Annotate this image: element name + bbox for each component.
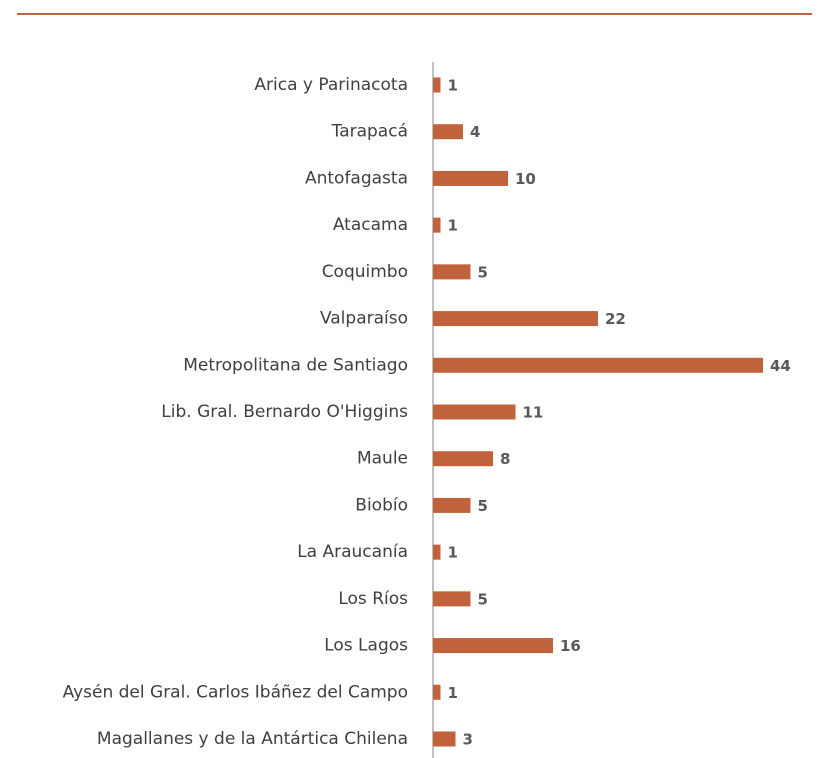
category-label: Atacama bbox=[333, 215, 408, 235]
data-label: 10 bbox=[515, 170, 536, 188]
category-label: Magallanes y de la Antártica Chilena bbox=[97, 729, 408, 749]
bar bbox=[433, 311, 598, 327]
category-label: Aysén del Gral. Carlos Ibáñez del Campo bbox=[63, 682, 408, 702]
bar bbox=[433, 591, 471, 607]
category-label: Coquimbo bbox=[322, 262, 408, 282]
data-label: 1 bbox=[448, 684, 458, 702]
category-label: La Araucanía bbox=[297, 542, 408, 562]
bar bbox=[433, 264, 471, 280]
category-label: Antofagasta bbox=[305, 168, 408, 188]
bar bbox=[433, 124, 463, 140]
bar bbox=[433, 77, 441, 93]
data-label: 8 bbox=[500, 450, 510, 468]
category-label: Tarapacá bbox=[331, 122, 408, 142]
category-label: Lib. Gral. Bernardo O'Higgins bbox=[161, 402, 408, 422]
data-label: 1 bbox=[448, 217, 458, 235]
category-label: Arica y Parinacota bbox=[254, 75, 408, 95]
bar bbox=[433, 357, 763, 373]
category-label: Los Lagos bbox=[324, 636, 408, 656]
category-label: Los Ríos bbox=[338, 589, 408, 609]
bar bbox=[433, 451, 493, 467]
category-label: Biobío bbox=[355, 495, 408, 515]
category-label: Valparaíso bbox=[320, 309, 408, 329]
data-label: 5 bbox=[478, 590, 488, 608]
bar bbox=[433, 497, 471, 513]
bar bbox=[433, 684, 441, 700]
bar bbox=[433, 404, 516, 420]
data-label: 44 bbox=[770, 357, 791, 375]
data-label: 4 bbox=[470, 123, 480, 141]
category-label: Maule bbox=[357, 449, 408, 469]
bar bbox=[433, 170, 508, 186]
bar bbox=[433, 731, 456, 747]
data-label: 5 bbox=[478, 263, 488, 281]
bar bbox=[433, 544, 441, 560]
bar bbox=[433, 217, 441, 233]
data-label: 22 bbox=[605, 310, 626, 328]
data-label: 5 bbox=[478, 497, 488, 515]
category-label: Metropolitana de Santiago bbox=[183, 355, 408, 375]
data-label: 11 bbox=[523, 404, 544, 422]
data-label: 3 bbox=[463, 731, 473, 749]
data-label: 1 bbox=[448, 77, 458, 95]
data-label: 16 bbox=[560, 637, 581, 655]
data-label: 1 bbox=[448, 544, 458, 562]
bar bbox=[433, 638, 553, 654]
